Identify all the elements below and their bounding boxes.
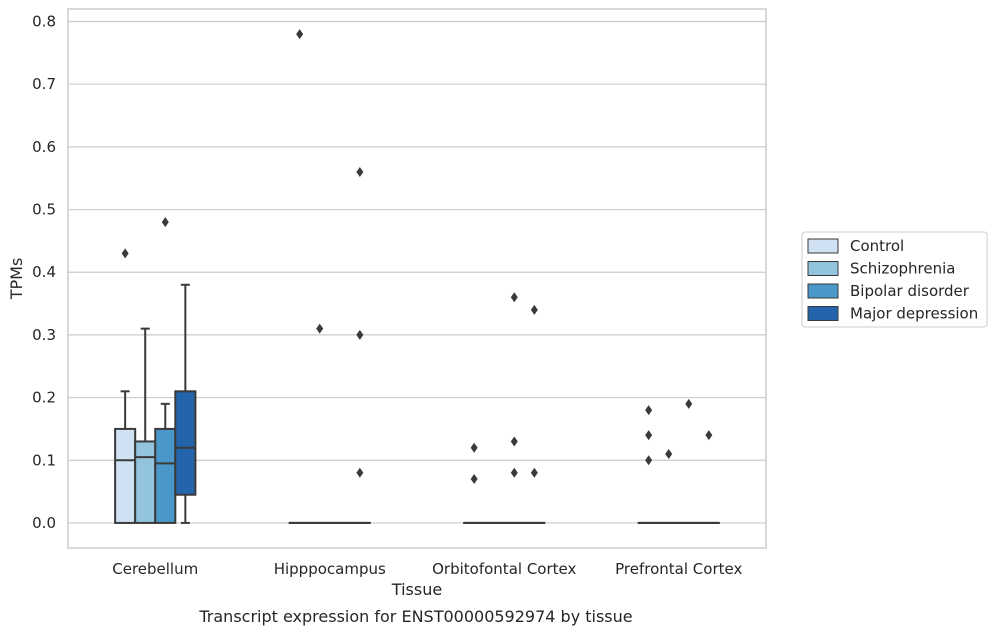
box-major-depression: [523, 304, 546, 524]
box-iqr: [114, 427, 137, 524]
outlier-point: [356, 329, 364, 340]
outlier-point: [510, 292, 518, 303]
chart-caption: Transcript expression for ENST0000059297…: [198, 607, 632, 626]
outlier-point: [356, 467, 364, 478]
legend: Control Schizophrenia Bipolar disorder Majo…: [801, 231, 988, 328]
outlier-point: [121, 248, 129, 259]
y-axis-title: TPMs: [7, 258, 26, 301]
y-tick-label: 0.6: [32, 138, 56, 156]
y-axis-ticks: 0.0 0.1 0.2 0.3 0.4 0.5 0.6 0.7 0.8: [32, 13, 56, 532]
outlier-point: [645, 430, 653, 441]
x-axis-title: Tissue: [391, 580, 442, 599]
box-plot-boxes: [114, 29, 720, 524]
y-tick-label: 0.0: [32, 514, 56, 532]
legend-swatch: [807, 283, 839, 299]
outlier-point: [645, 405, 653, 416]
box-iqr: [134, 440, 157, 524]
legend-label: Bipolar disorder: [850, 282, 970, 300]
outlier-point: [356, 166, 364, 177]
outlier-point: [665, 448, 673, 459]
box-iqr: [174, 390, 197, 496]
box-control: [114, 248, 137, 524]
box-bipolar-disorder: [154, 217, 177, 524]
legend-label: Major depression: [850, 305, 978, 323]
box-schizophrenia: [308, 323, 331, 524]
outlier-point: [296, 29, 304, 40]
legend-frame: [801, 231, 988, 328]
box-schizophrenia: [657, 448, 680, 524]
outlier-point: [510, 436, 518, 447]
box-major-depression: [697, 430, 720, 524]
box-control: [463, 442, 486, 524]
y-tick-label: 0.3: [32, 326, 56, 344]
outlier-point: [530, 304, 538, 315]
box-schizophrenia: [134, 327, 157, 524]
legend-swatch: [807, 261, 839, 276]
x-axis-ticks: Cerebellum Hipppocampus Orbitofontal Corte…: [112, 560, 742, 578]
x-tick-label: Cerebellum: [112, 560, 198, 578]
box-major-depression: [174, 283, 197, 524]
x-tick-label: Hipppocampus: [274, 560, 386, 578]
outlier-point: [645, 455, 653, 466]
box-iqr: [154, 427, 177, 524]
box-bipolar-disorder: [677, 398, 700, 524]
y-tick-label: 0.1: [32, 451, 56, 469]
box-bipolar-disorder: [503, 292, 526, 524]
outlier-point: [705, 430, 713, 441]
y-tick-label: 0.5: [32, 201, 56, 219]
plot-frame: [67, 8, 767, 549]
x-tick-label: Prefrontal Cortex: [615, 560, 742, 578]
legend-label: Schizophrenia: [850, 260, 955, 278]
legend-label: Control: [850, 237, 904, 255]
outlier-point: [316, 323, 324, 334]
outlier-point: [161, 217, 169, 228]
outlier-point: [470, 474, 478, 485]
box-control: [637, 405, 660, 524]
y-tick-label: 0.8: [32, 13, 56, 31]
outlier-point: [470, 442, 478, 453]
legend-swatch: [807, 238, 839, 254]
outlier-point: [685, 398, 693, 409]
box-control: [288, 29, 311, 524]
y-tick-label: 0.4: [32, 263, 56, 281]
y-tick-label: 0.2: [32, 389, 56, 407]
y-tick-label: 0.7: [32, 75, 56, 93]
box-major-depression: [348, 166, 371, 524]
x-tick-label: Orbitofontal Cortex: [432, 560, 576, 578]
legend-swatch: [807, 306, 839, 321]
outlier-point: [530, 467, 538, 478]
outlier-point: [510, 467, 518, 478]
